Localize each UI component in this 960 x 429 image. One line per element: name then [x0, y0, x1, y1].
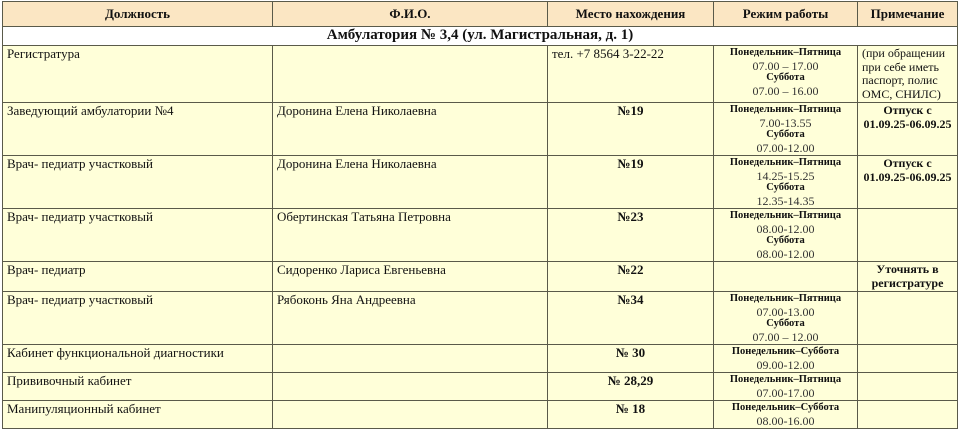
schedule-days: Понедельник–Суббота	[731, 402, 840, 413]
schedule-cell: Понедельник–Суббота 09.00-12.00	[713, 344, 858, 373]
note-cell	[857, 208, 958, 262]
location-cell: №23	[547, 208, 714, 262]
header-position: Должность	[2, 1, 273, 27]
schedule-cell	[713, 261, 858, 292]
note-cell: Отпуск с 01.09.25-06.09.25	[857, 102, 958, 156]
location-cell: №19	[547, 102, 714, 156]
name-cell	[272, 372, 548, 401]
position-cell: Врач- педиатр участковый	[2, 291, 273, 345]
schedule-days: Понедельник–Пятница	[729, 210, 842, 221]
header-note: Примечание	[857, 1, 958, 27]
position-cell: Манипуляционный кабинет	[2, 400, 273, 429]
table-row: Кабинет функциональной диагностики № 30 По…	[2, 344, 958, 373]
schedule-hours: 07.00 – 17.00	[752, 58, 819, 73]
header-location: Место нахождения	[547, 1, 714, 27]
name-cell: Доронина Елена Николаевна	[272, 155, 548, 209]
header-schedule: Режим работы	[713, 1, 858, 27]
name-cell: Обертинская Татьяна Петровна	[272, 208, 548, 262]
note-cell: Уточнять в регистратуре	[857, 261, 958, 292]
schedule-days: Суббота	[766, 318, 805, 329]
schedule-cell: Понедельник–Пятница 14.25-15.25 Суббота 12.…	[713, 155, 858, 209]
location-cell: №19	[547, 155, 714, 209]
schedule-hours: 08.00-12.00	[756, 246, 815, 261]
schedule-days: Суббота	[766, 182, 805, 193]
schedule-hours: 09.00-12.00	[756, 357, 815, 372]
name-cell	[272, 45, 548, 103]
schedule-days: Понедельник–Пятница	[729, 47, 842, 58]
schedule-days: Суббота	[766, 235, 805, 246]
table-row: Врач- педиатр участковый Доронина Елена Н…	[2, 155, 958, 209]
name-cell	[272, 344, 548, 373]
location-cell: №22	[547, 261, 714, 292]
schedule-days: Понедельник–Пятница	[729, 157, 842, 168]
schedule-cell: Понедельник–Пятница 07.00 – 17.00 Суббота 0…	[713, 45, 858, 103]
position-cell: Заведующий амбулатории №4	[2, 102, 273, 156]
schedule-cell: Понедельник–Пятница 08.00-12.00 Суббота 08.…	[713, 208, 858, 262]
schedule-days: Понедельник–Суббота	[731, 346, 840, 357]
table-row: Прививочный кабинет № 28,29 Понедельник–Пя…	[2, 372, 958, 401]
schedule-days: Понедельник–Пятница	[729, 374, 842, 385]
schedule-days: Понедельник–Пятница	[729, 104, 842, 115]
position-cell: Регистратура	[2, 45, 273, 103]
location-cell: тел. +7 8564 3-22-22	[547, 45, 714, 103]
schedule-hours: 12.35-14.35	[756, 193, 815, 208]
note-cell: (при обращении при себе иметь паспорт, п…	[857, 45, 958, 103]
header-name: Ф.И.О.	[272, 1, 548, 27]
schedule-hours: 07.00-13.00	[756, 304, 815, 319]
schedule-hours: 07.00 – 16.00	[752, 83, 819, 98]
name-cell	[272, 400, 548, 429]
section-title: Амбулатория № 3,4 (ул. Магистральная, д.…	[2, 26, 958, 46]
schedule-days: Понедельник–Пятница	[729, 293, 842, 304]
schedule-hours: 08.00-16.00	[756, 413, 815, 428]
location-cell: № 18	[547, 400, 714, 429]
name-cell: Рябоконь Яна Андреевна	[272, 291, 548, 345]
header-row: Должность Ф.И.О. Место нахождения Режим …	[2, 1, 958, 27]
section-row: Амбулатория № 3,4 (ул. Магистральная, д.…	[2, 26, 958, 46]
schedule-cell: Понедельник–Пятница 07.00-17.00	[713, 372, 858, 401]
location-cell: № 28,29	[547, 372, 714, 401]
note-cell	[857, 344, 958, 373]
schedule-cell: Понедельник–Пятница 07.00-13.00 Суббота 07.…	[713, 291, 858, 345]
name-cell: Сидоренко Лариса Евгеньевна	[272, 261, 548, 292]
name-cell: Доронина Елена Николаевна	[272, 102, 548, 156]
note-cell: Отпуск с 01.09.25-06.09.25	[857, 155, 958, 209]
table-row: Регистратура тел. +7 8564 3-22-22 Понедель…	[2, 45, 958, 103]
schedule-hours: 07.00-17.00	[756, 385, 815, 400]
table-row: Врач- педиатр участковый Обертинская Тать…	[2, 208, 958, 262]
position-cell: Врач- педиатр	[2, 261, 273, 292]
schedule-cell: Понедельник–Пятница 7.00-13.55 Суббота 07.0…	[713, 102, 858, 156]
position-cell: Кабинет функциональной диагностики	[2, 344, 273, 373]
table-row: Манипуляционный кабинет № 18 Понедельник–С…	[2, 400, 958, 429]
position-cell: Врач- педиатр участковый	[2, 208, 273, 262]
position-cell: Врач- педиатр участковый	[2, 155, 273, 209]
location-cell: №34	[547, 291, 714, 345]
table-row: Заведующий амбулатории №4 Доронина Елена …	[2, 102, 958, 156]
location-cell: № 30	[547, 344, 714, 373]
schedule-days: Суббота	[766, 129, 805, 140]
schedule-hours: 08.00-12.00	[756, 221, 815, 236]
note-cell	[857, 372, 958, 401]
table-row: Врач- педиатр Сидоренко Лариса Евгеньевна…	[2, 261, 958, 292]
note-cell	[857, 400, 958, 429]
table-row: Врач- педиатр участковый Рябоконь Яна Анд…	[2, 291, 958, 345]
schedule-hours: 14.25-15.25	[756, 168, 815, 183]
schedule-days: Суббота	[766, 72, 805, 83]
position-cell: Прививочный кабинет	[2, 372, 273, 401]
schedule-hours: 07.00-12.00	[756, 140, 815, 155]
schedule-cell: Понедельник–Суббота 08.00-16.00	[713, 400, 858, 429]
schedule-hours: 7.00-13.55	[759, 115, 812, 130]
note-cell	[857, 291, 958, 345]
schedule-hours: 07.00 – 12.00	[752, 329, 819, 344]
